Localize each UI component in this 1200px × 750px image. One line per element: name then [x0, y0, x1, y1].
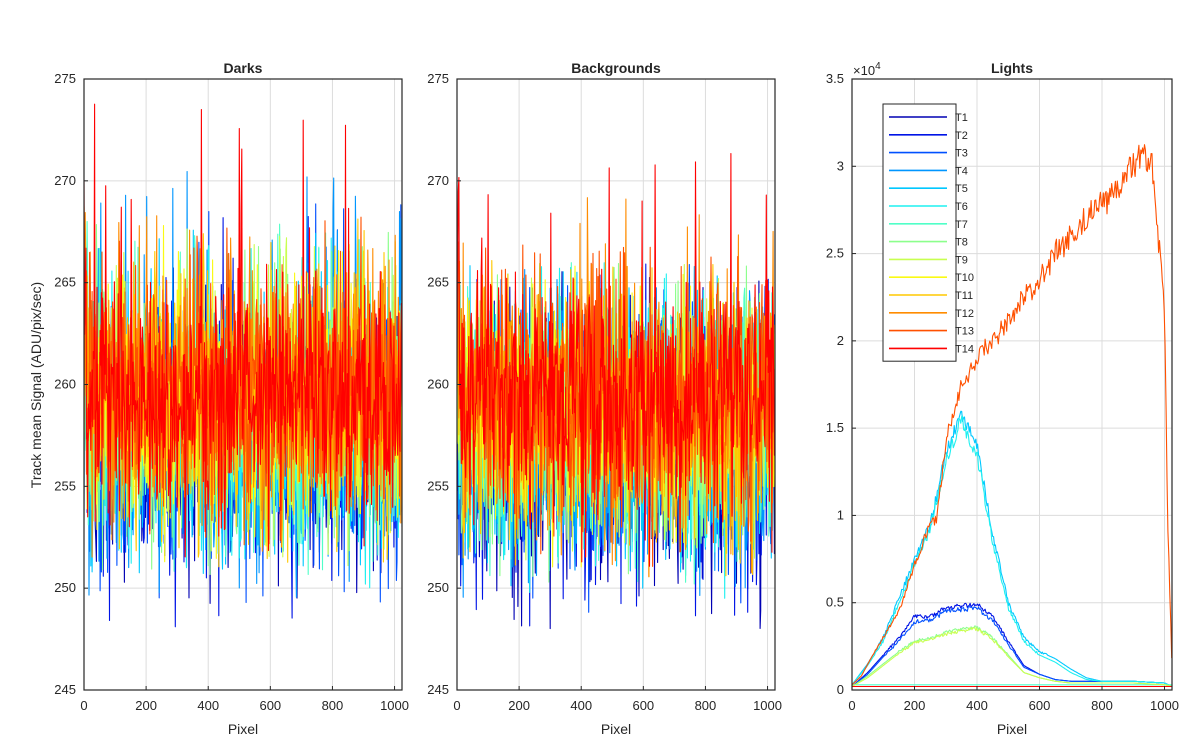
- lights-series-T9: [852, 627, 1172, 687]
- darks-ytick-label: 245: [54, 682, 76, 697]
- legend-box: [882, 103, 957, 362]
- legend-label: T14: [955, 343, 974, 355]
- lights-y-exponent-power: 4: [875, 61, 881, 72]
- backgrounds-ytick-label: 275: [427, 71, 449, 86]
- lights-xlabel: Pixel: [997, 721, 1027, 737]
- legend-label: T1: [955, 112, 968, 124]
- darks-series: [84, 103, 402, 628]
- panel-darks: 0 200 400 600 800 1000 245 250 255 260 265 270 275 D…: [54, 60, 409, 737]
- backgrounds-series-T14: [457, 153, 775, 567]
- lights-ytick-label: 3.5: [826, 71, 844, 86]
- darks-ytick-label: 260: [54, 377, 76, 392]
- darks-ticks: 0 200 400 600 800 1000 245 250 255 260 265 270 275: [54, 71, 409, 713]
- legend-label: T5: [955, 183, 968, 195]
- darks-xtick-label: 800: [322, 698, 344, 713]
- lights-xtick-label: 800: [1091, 698, 1113, 713]
- legend-label: T13: [955, 326, 974, 338]
- darks-xtick-label: 400: [197, 698, 219, 713]
- darks-title: Darks: [224, 60, 263, 76]
- darks-xtick-label: 600: [259, 698, 281, 713]
- legend-label: T8: [955, 237, 968, 249]
- legend-label: T4: [955, 165, 968, 177]
- darks-series-T14: [84, 103, 402, 558]
- backgrounds-xtick-label: 400: [570, 698, 592, 713]
- backgrounds-xtick-label: 800: [695, 698, 717, 713]
- legend-label: T2: [955, 130, 968, 142]
- lights-ytick-label: 3: [837, 158, 844, 173]
- backgrounds-ytick-label: 265: [427, 275, 449, 290]
- backgrounds-xlabel: Pixel: [601, 721, 631, 737]
- backgrounds-series: [457, 153, 775, 630]
- legend-label: T9: [955, 254, 968, 266]
- lights-series: [852, 144, 1172, 688]
- lights-grid: [852, 79, 1172, 690]
- legend-label: T12: [955, 308, 974, 320]
- legend-label: T6: [955, 201, 968, 213]
- lights-xtick-label: 400: [966, 698, 988, 713]
- lights-axes-box: [851, 78, 1173, 691]
- lights-ticks: 0 200 400 600 800 1000 0 0.5 1 1.5 2 2.5 3 3.5: [826, 71, 1179, 713]
- figure-ylabel: Track mean Signal (ADU/pix/sec): [28, 282, 44, 488]
- legend-label: T3: [955, 148, 968, 160]
- darks-ytick-label: 255: [54, 478, 76, 493]
- backgrounds-xtick-label: 1000: [753, 698, 782, 713]
- darks-ytick-label: 270: [54, 173, 76, 188]
- backgrounds-xtick-label: 600: [632, 698, 654, 713]
- backgrounds-ytick-label: 245: [427, 682, 449, 697]
- backgrounds-ytick-label: 260: [427, 377, 449, 392]
- darks-ytick-label: 265: [54, 275, 76, 290]
- legend-label: T11: [955, 290, 973, 302]
- backgrounds-xtick-label: 0: [453, 698, 460, 713]
- lights-series-T6: [852, 415, 1172, 687]
- backgrounds-title: Backgrounds: [571, 60, 661, 76]
- lights-xtick-label: 200: [904, 698, 926, 713]
- lights-ytick-label: 2.5: [826, 246, 844, 261]
- lights-legend: T1 T2 T3 T4 T5 T6 T7 T8 T9 T10 T11 T12 T13 T14: [882, 103, 974, 362]
- lights-xtick-label: 0: [848, 698, 855, 713]
- lights-y-exponent: ×104: [853, 61, 881, 78]
- lights-y-exponent-base: ×10: [853, 63, 875, 78]
- darks-xtick-label: 200: [135, 698, 157, 713]
- darks-xtick-label: 0: [80, 698, 87, 713]
- lights-title: Lights: [991, 60, 1033, 76]
- darks-xlabel: Pixel: [228, 721, 258, 737]
- darks-xtick-label: 1000: [380, 698, 409, 713]
- lights-ytick-label: 1: [837, 507, 844, 522]
- darks-ytick-label: 275: [54, 71, 76, 86]
- panel-lights: 0 200 400 600 800 1000 0 0.5 1 1.5 2 2.5 3 3.5 Lights…: [826, 60, 1179, 737]
- lights-xtick-label: 600: [1029, 698, 1051, 713]
- lights-series-T13: [852, 144, 1172, 686]
- backgrounds-xtick-label: 200: [508, 698, 530, 713]
- backgrounds-ytick-label: 270: [427, 173, 449, 188]
- lights-xtick-label: 1000: [1150, 698, 1179, 713]
- panel-backgrounds: 0 200 400 600 800 1000 245 250 255 260 265 270 275 B…: [427, 60, 782, 737]
- backgrounds-ytick-label: 250: [427, 580, 449, 595]
- lights-ytick-label: 0: [837, 682, 844, 697]
- lights-ytick-label: 0.5: [826, 595, 844, 610]
- lights-ytick-label: 2: [837, 333, 844, 348]
- backgrounds-ytick-label: 255: [427, 478, 449, 493]
- backgrounds-ticks: 0 200 400 600 800 1000 245 250 255 260 265 270 275: [427, 71, 782, 713]
- legend-label: T7: [955, 219, 968, 231]
- darks-ytick-label: 250: [54, 580, 76, 595]
- lights-ytick-label: 1.5: [826, 420, 844, 435]
- legend-label: T10: [955, 272, 974, 284]
